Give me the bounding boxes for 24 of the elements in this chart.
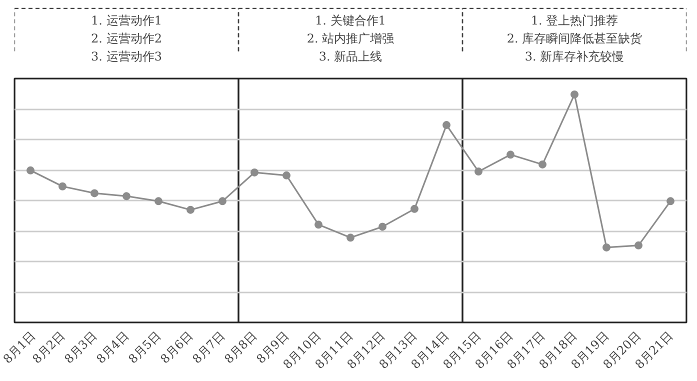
point bbox=[314, 220, 322, 229]
point bbox=[666, 197, 674, 206]
point bbox=[634, 241, 642, 250]
point bbox=[602, 243, 610, 252]
point bbox=[282, 171, 290, 180]
point bbox=[26, 166, 34, 174]
point bbox=[122, 192, 130, 200]
point bbox=[90, 189, 98, 198]
point bbox=[474, 168, 482, 176]
point bbox=[58, 182, 66, 190]
point bbox=[154, 197, 162, 206]
point bbox=[442, 121, 450, 130]
point bbox=[410, 204, 418, 213]
point bbox=[218, 197, 226, 206]
point bbox=[346, 234, 354, 242]
point bbox=[250, 168, 258, 176]
point bbox=[570, 90, 578, 98]
band-label: 1. 关键合作1 2. 站内推广增强 3. 新品上线 bbox=[306, 13, 394, 64]
point bbox=[378, 222, 386, 231]
band-label: 1. 运营动作1 2. 运营动作2 3. 运营动作3 bbox=[91, 13, 162, 64]
point bbox=[186, 206, 194, 214]
point bbox=[538, 160, 546, 168]
band-label: 1. 登上热门推荐 2. 库存瞬间降低甚至缺货 3. 新库存补充较慢 bbox=[506, 13, 642, 64]
point bbox=[506, 150, 514, 159]
